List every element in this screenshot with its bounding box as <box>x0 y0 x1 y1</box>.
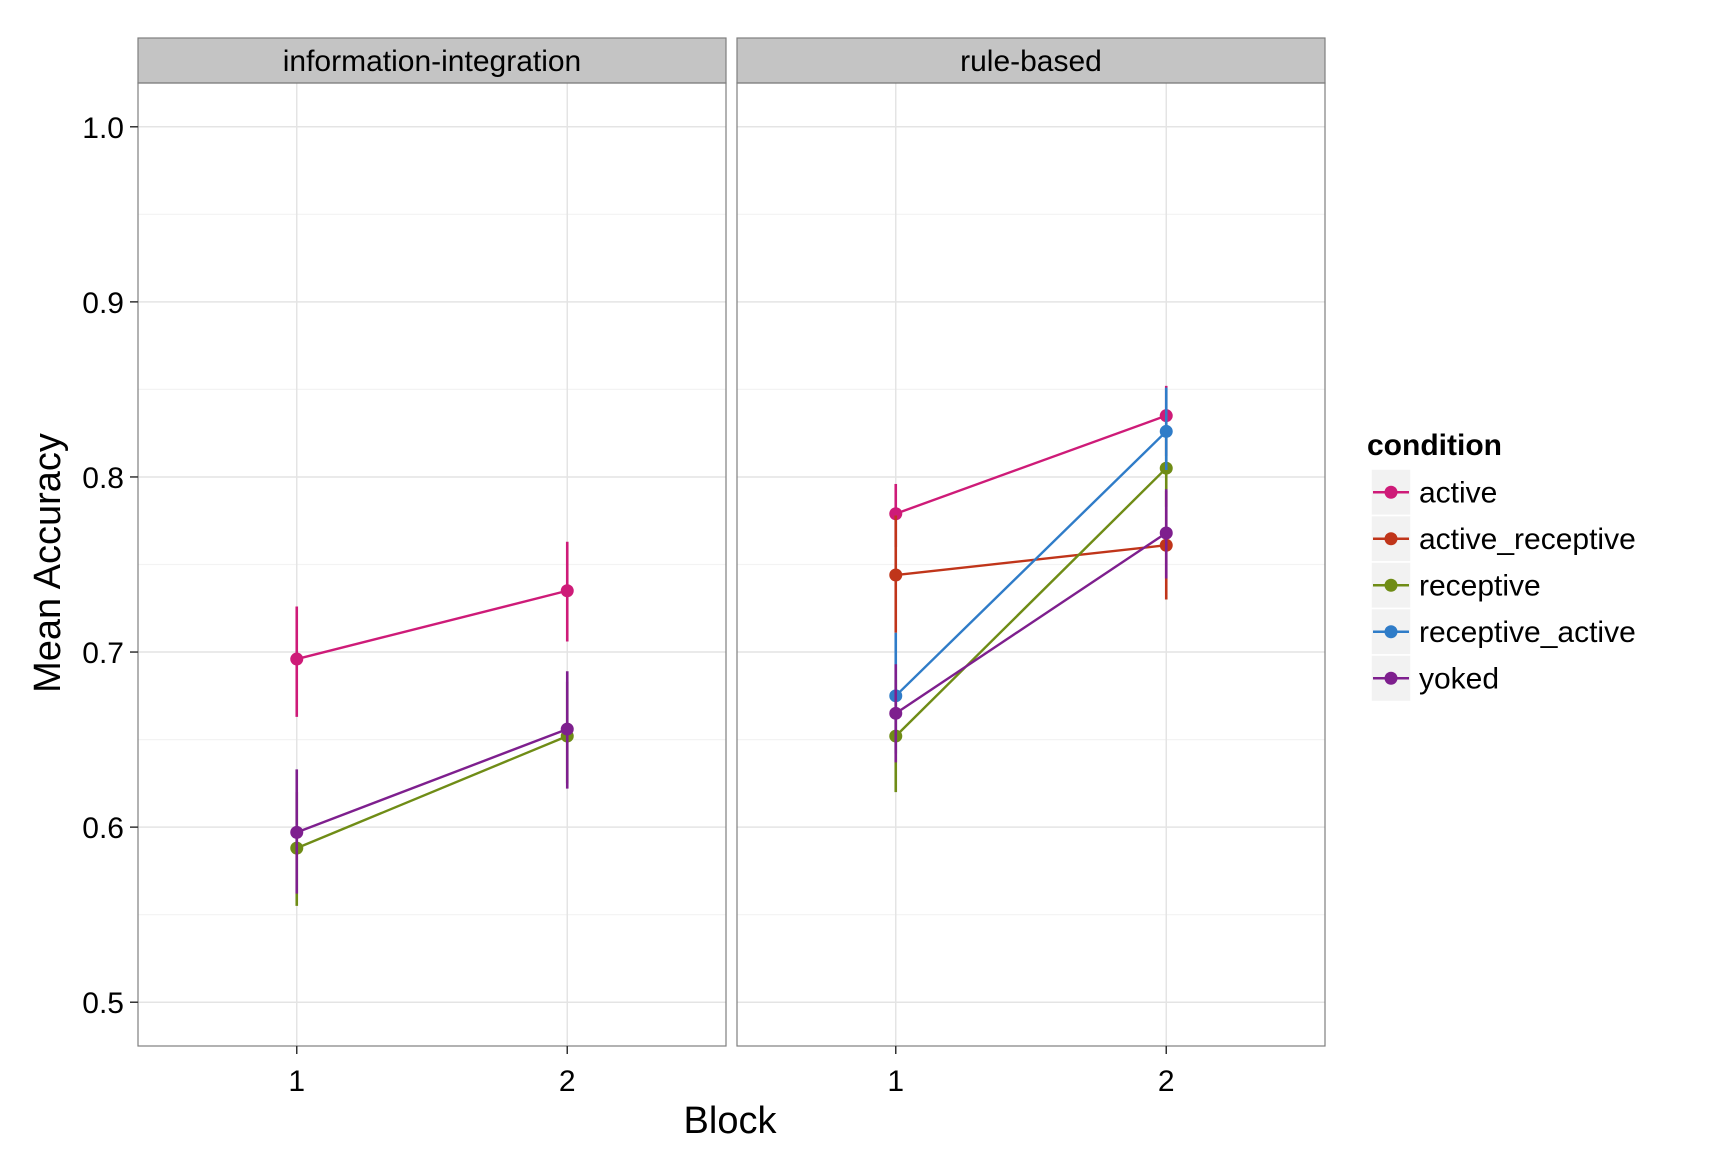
data-point <box>560 584 574 598</box>
panel-border <box>137 82 727 1047</box>
series-yoked <box>290 671 574 894</box>
x-tick-label: 1 <box>288 1065 305 1098</box>
legend-item-active-receptive: active_receptive <box>1370 514 1636 563</box>
data-point <box>290 825 304 839</box>
y-axis-title: Mean Accuracy <box>27 433 69 693</box>
legend-item-receptive: receptive <box>1370 561 1541 610</box>
series-line <box>895 544 1167 577</box>
legend-key-point <box>1384 625 1398 639</box>
y-tick-label: 0.5 <box>82 987 124 1020</box>
y-tick-label: 0.9 <box>82 287 124 320</box>
x-tick-label: 2 <box>1158 1065 1175 1098</box>
panel-information-integration: information-integration 1 2 <box>137 37 727 1098</box>
y-tick-label: 0.8 <box>82 462 124 495</box>
legend-key-point <box>1384 485 1398 499</box>
data-point <box>889 568 903 582</box>
legend-label: receptive_active <box>1419 616 1636 649</box>
y-tick-label: 1.0 <box>82 112 124 145</box>
data-point <box>889 706 903 720</box>
panel-border <box>736 82 1326 1047</box>
data-point <box>560 722 574 736</box>
legend-item-active: active <box>1370 468 1497 517</box>
series-line <box>296 727 568 834</box>
series-active <box>290 541 574 717</box>
legend-key-point <box>1384 532 1398 546</box>
series-line <box>895 414 1167 515</box>
series-line <box>296 589 568 661</box>
facet-strip-label: information-integration <box>283 45 582 78</box>
y-tick-label: 0.6 <box>82 812 124 845</box>
legend-title: condition <box>1367 429 1502 462</box>
facet-strip-label: rule-based <box>960 45 1102 78</box>
legend-label: receptive <box>1419 569 1541 602</box>
series-line <box>894 467 1168 737</box>
legend-label: active_receptive <box>1419 523 1636 556</box>
legend-item-receptive-active: receptive_active <box>1370 607 1636 656</box>
series-line <box>296 734 568 850</box>
legend-label: active <box>1419 476 1497 509</box>
data-point <box>889 507 903 521</box>
data-point <box>290 652 304 666</box>
series-line <box>894 430 1168 697</box>
x-axis-title: Block <box>684 1100 778 1142</box>
legend-label: yoked <box>1419 662 1499 695</box>
legend-key-point <box>1384 578 1398 592</box>
series-yoked <box>889 489 1173 763</box>
facet-strip <box>736 37 1326 84</box>
x-tick-label: 2 <box>559 1065 576 1098</box>
y-tick-label: 0.7 <box>82 637 124 670</box>
x-tick-label: 1 <box>887 1065 904 1098</box>
data-point <box>1159 424 1173 438</box>
panel-rule-based: rule-based 1 2 <box>736 37 1326 1098</box>
series-line <box>895 531 1167 715</box>
legend-key-point <box>1384 671 1398 685</box>
legend-item-yoked: yoked <box>1370 654 1499 703</box>
legend: active active_receptive receptive receptive… <box>1370 468 1636 703</box>
data-point <box>1159 526 1173 540</box>
